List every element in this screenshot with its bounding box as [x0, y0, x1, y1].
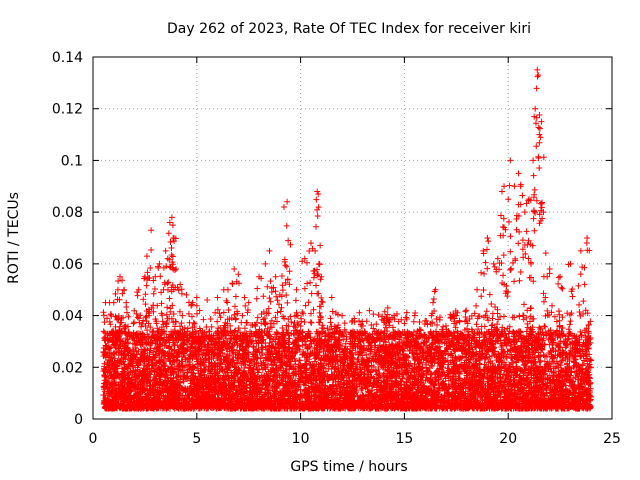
data-point: [484, 235, 491, 241]
data-point: [530, 157, 537, 164]
data-point: [339, 312, 346, 319]
data-point: [314, 188, 321, 195]
data-point: [235, 271, 242, 278]
data-point: [577, 247, 584, 254]
data-point: [148, 227, 155, 234]
data-point: [183, 291, 190, 298]
data-point: [474, 286, 481, 293]
data-point: [164, 255, 171, 262]
data-point: [204, 297, 211, 304]
data-point: [110, 299, 117, 306]
data-point: [231, 266, 238, 273]
y-tick-label: 0.14: [52, 50, 83, 66]
data-points: [100, 66, 595, 412]
data-point: [557, 273, 564, 280]
data-point-cloud: [100, 73, 595, 412]
data-point: [536, 131, 543, 138]
data-point: [214, 294, 221, 301]
data-point: [315, 191, 322, 198]
data-point: [224, 286, 231, 293]
data-point: [193, 294, 200, 301]
data-point: [116, 273, 123, 280]
data-point: [168, 214, 175, 221]
x-axis-label: GPS time / hours: [290, 459, 407, 475]
data-point: [301, 255, 308, 262]
data-point: [272, 273, 279, 280]
data-point: [173, 266, 180, 273]
data-point: [266, 247, 273, 254]
x-tick-label: 0: [89, 431, 98, 447]
data-point: [384, 304, 391, 311]
data-point: [114, 286, 121, 293]
data-point: [490, 260, 497, 267]
data-point: [515, 170, 522, 177]
data-point: [521, 209, 528, 216]
data-point: [501, 183, 508, 190]
x-tick-label: 10: [292, 431, 310, 447]
y-axis-ticks: 0 0.02 0.04 0.06 0.08 0.1 0.12 0.14: [52, 50, 612, 428]
data-point: [511, 183, 518, 190]
y-tick-label: 0.02: [52, 360, 83, 376]
x-tick-label: 15: [395, 431, 413, 447]
x-tick-label: 20: [499, 431, 517, 447]
data-point: [584, 235, 591, 241]
data-point: [177, 281, 184, 288]
data-point: [535, 72, 542, 79]
data-point: [507, 157, 514, 164]
data-point: [156, 260, 163, 267]
data-point: [285, 237, 292, 244]
data-point: [540, 209, 547, 216]
plot-frame: [92, 56, 613, 420]
data-point: [370, 325, 377, 332]
data-point: [307, 240, 314, 247]
data-point: [152, 273, 159, 280]
data-point: [280, 203, 287, 210]
data-point: [401, 320, 408, 327]
y-tick-label: 0.04: [52, 309, 83, 325]
x-tick-label: 25: [603, 431, 621, 447]
data-point: [498, 188, 505, 195]
y-axis-label: ROTI / TECUs: [6, 192, 22, 284]
data-point: [505, 196, 512, 203]
data-point: [534, 66, 541, 73]
data-point: [241, 294, 248, 301]
data-point: [169, 222, 176, 229]
y-tick-label: 0.08: [52, 205, 83, 221]
data-point: [284, 198, 291, 205]
x-axis-ticks: 0 5 10 15 20 25: [89, 57, 621, 447]
data-point: [143, 253, 150, 260]
data-point: [262, 260, 269, 267]
data-point: [328, 294, 335, 301]
data-point: [538, 118, 545, 125]
data-point: [162, 247, 169, 254]
y-tick-label: 0.06: [52, 257, 83, 273]
data-point: [494, 255, 501, 262]
data-point: [245, 299, 252, 306]
chart-title: Day 262 of 2023, Rate Of TEC Index for r…: [167, 21, 531, 37]
data-point: [293, 286, 300, 293]
y-tick-label: 0.1: [61, 153, 83, 169]
data-point: [532, 105, 539, 112]
x-tick-label: 5: [192, 431, 201, 447]
y-tick-label: 0.12: [52, 102, 83, 118]
data-point: [166, 219, 173, 226]
y-tick-label: 0: [74, 412, 83, 428]
